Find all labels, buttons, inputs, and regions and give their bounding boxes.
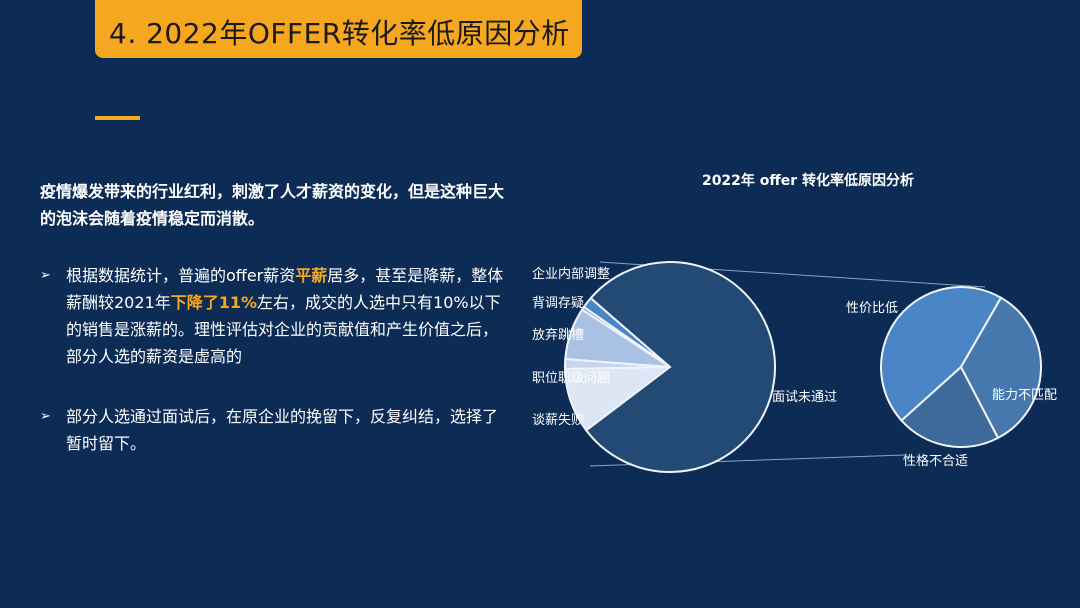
pie-slice-secondary-0 bbox=[880, 286, 1003, 422]
bullet-text: 居多，甚至是降薪，整体薪酬较2021年 bbox=[66, 266, 504, 312]
bullet-text: 部分人选通过面试后，在原企业的挽留下，反复纠结，选择了暂时留下。 bbox=[66, 407, 499, 453]
pie-slice-primary-5 bbox=[584, 261, 776, 473]
data-label: 放弃跳槽 bbox=[532, 328, 584, 343]
pie-slice-secondary-1 bbox=[900, 365, 1000, 448]
data-label: 谈薪失败 bbox=[532, 413, 584, 428]
data-label: 性价比低 bbox=[846, 301, 898, 316]
highlight-text: 下降了11% bbox=[170, 293, 258, 312]
accent-divider bbox=[95, 116, 140, 120]
data-label: 背调存疑 bbox=[532, 295, 584, 311]
data-label: 能力不匹配 bbox=[992, 388, 1057, 403]
data-label: 企业内部调整 bbox=[532, 266, 610, 282]
arrow-bullet-icon: ➢ bbox=[40, 409, 51, 424]
bullet-text: 根据数据统计，普遍的offer薪资 bbox=[66, 266, 296, 285]
data-label: 性格不合适 bbox=[903, 453, 968, 469]
bullet-text: 左右，成交的人选中只有10%以下的销售是涨薪的。理性评估对企业的贡献值和产生价值… bbox=[66, 293, 501, 366]
highlight-text: 平薪 bbox=[295, 266, 328, 285]
title-banner: 4. 2022年OFFER转化率低原因分析 bbox=[95, 0, 582, 58]
slide-title: 4. 2022年OFFER转化率低原因分析 bbox=[109, 17, 570, 50]
data-label: 面试未通过 bbox=[772, 390, 837, 405]
bullet-item: ➢ 根据数据统计，普遍的offer薪资平薪居多，甚至是降薪，整体薪酬较2021年… bbox=[40, 262, 510, 370]
arrow-bullet-icon: ➢ bbox=[40, 268, 51, 283]
lead-paragraph: 疫情爆发带来的行业红利，刺激了人才薪资的变化，但是这种巨大的泡沫会随着疫情稳定而… bbox=[40, 182, 505, 228]
chart-title: 2022年 offer 转化率低原因分析 bbox=[702, 172, 914, 189]
bullet-item: ➢ 部分人选通过面试后，在原企业的挽留下，反复纠结，选择了暂时留下。 bbox=[40, 403, 510, 457]
data-label: 职位职级问题 bbox=[532, 371, 610, 386]
pie-slice-secondary-2 bbox=[959, 296, 1042, 440]
